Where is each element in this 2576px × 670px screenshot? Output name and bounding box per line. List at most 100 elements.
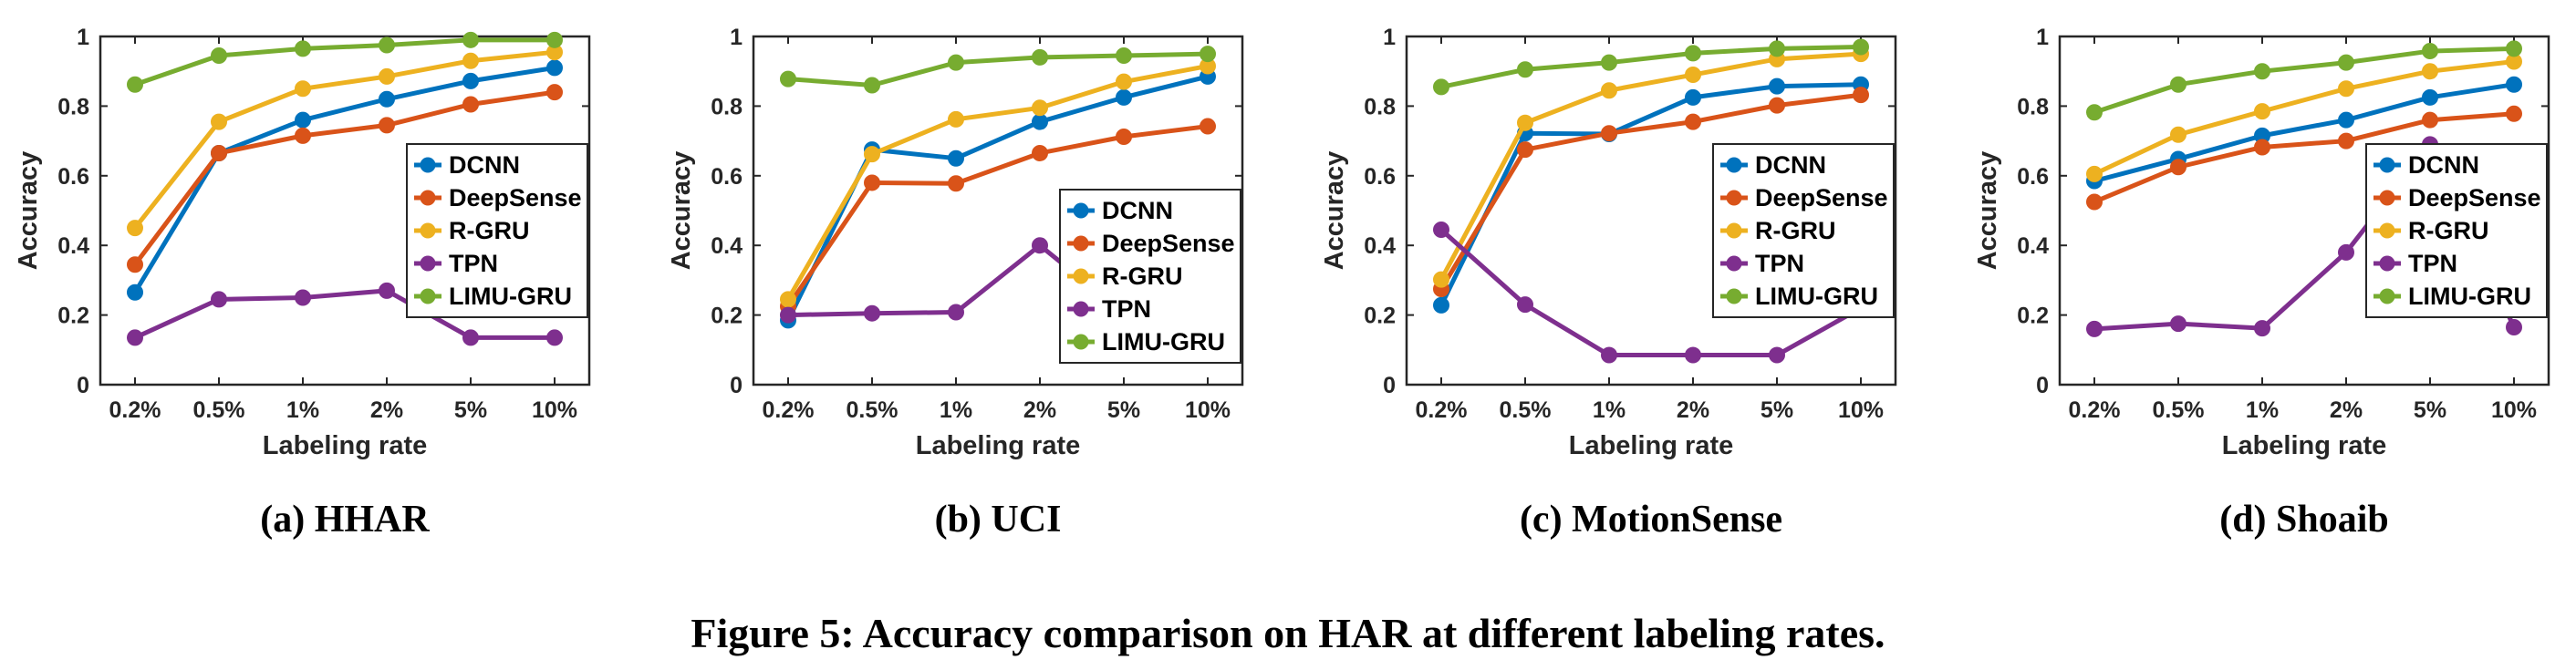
y-tick-label: 0.6	[711, 164, 743, 190]
data-point-limu-gru	[2086, 104, 2103, 121]
data-point-limu-gru	[379, 36, 395, 54]
data-point-tpn	[1769, 346, 1785, 364]
data-point-r-gru	[379, 67, 395, 85]
data-point-deepsense	[295, 127, 311, 144]
data-point-deepsense	[546, 84, 563, 101]
x-tick-label: 0.5%	[847, 397, 898, 423]
x-tick-label: 5%	[1761, 397, 1793, 423]
x-tick-label: 0.5%	[193, 397, 245, 423]
x-tick-label: 10%	[1838, 397, 1884, 423]
data-point-limu-gru	[1853, 38, 1869, 56]
y-tick-label: 0.2	[711, 304, 743, 329]
y-tick-label: 0.8	[57, 94, 89, 119]
legend-label-deepsense: DeepSense	[1102, 230, 1235, 257]
data-point-deepsense	[1853, 87, 1869, 104]
data-point-limu-gru	[948, 54, 964, 71]
data-point-tpn	[295, 289, 311, 306]
legend-label-r-gru: R-GRU	[1102, 263, 1183, 290]
y-axis-label: Accuracy	[14, 151, 43, 271]
data-point-tpn	[1517, 296, 1533, 314]
series-line-dcnn	[1439, 82, 1862, 306]
subfigure-caption: (b) UCI	[935, 499, 1062, 541]
data-point-r-gru	[2086, 165, 2103, 182]
series-line-r-gru	[785, 64, 1209, 301]
y-tick-label: 1	[730, 25, 743, 50]
data-point-limu-gru	[2506, 40, 2522, 57]
x-axis-label: Labeling rate	[1569, 431, 1734, 460]
x-tick-label: 2%	[1677, 397, 1709, 423]
y-tick-label: 0.4	[711, 233, 743, 259]
series-line-dcnn	[132, 65, 556, 294]
data-point-deepsense	[1685, 113, 1701, 130]
data-point-limu-gru	[2170, 76, 2186, 93]
legend-marker-deepsense	[1726, 190, 1742, 206]
data-point-dcnn	[379, 90, 395, 108]
y-tick-label: 0.2	[57, 304, 89, 329]
data-point-r-gru	[1685, 67, 1701, 84]
data-point-tpn	[948, 304, 964, 321]
legend-marker-tpn	[1726, 255, 1742, 272]
data-point-deepsense	[2086, 193, 2103, 211]
data-point-r-gru	[1032, 99, 1048, 117]
data-point-tpn	[1433, 222, 1449, 239]
series-line-r-gru	[133, 49, 556, 230]
y-tick-label: 1	[1383, 25, 1396, 50]
data-point-limu-gru	[295, 40, 311, 57]
data-point-r-gru	[295, 80, 311, 98]
x-tick-label: 1%	[1593, 397, 1626, 423]
data-point-r-gru	[127, 220, 143, 237]
legend-marker-tpn	[1073, 301, 1089, 317]
x-tick-label: 10%	[1185, 397, 1231, 423]
data-point-tpn	[2086, 320, 2103, 337]
data-point-dcnn	[948, 149, 964, 167]
data-point-r-gru	[462, 52, 479, 69]
y-tick-label: 0	[2036, 373, 2049, 398]
legend-marker-dcnn	[420, 157, 436, 173]
y-tick-label: 1	[77, 25, 89, 50]
legend-label-limu-gru: LIMU-GRU	[2408, 283, 2531, 310]
y-tick-label: 0.8	[1364, 94, 1396, 119]
x-tick-label: 10%	[2491, 397, 2537, 423]
plot-frame	[99, 35, 591, 387]
data-point-deepsense	[1032, 144, 1048, 161]
series-line-limu-gru	[1440, 44, 1862, 89]
y-tick-label: 0	[77, 373, 89, 398]
data-point-tpn	[2254, 320, 2270, 337]
data-point-r-gru	[211, 113, 227, 130]
legend-marker-dcnn	[2379, 157, 2395, 173]
series-line-dcnn	[2093, 82, 2515, 183]
data-point-r-gru	[1116, 73, 1132, 90]
data-point-limu-gru	[546, 31, 563, 48]
series-line-tpn	[1439, 228, 1863, 358]
data-point-dcnn	[1769, 77, 1785, 95]
y-tick-label: 0.4	[2017, 233, 2049, 259]
y-tick-label: 0	[730, 373, 743, 398]
y-tick-label: 0.6	[57, 164, 89, 190]
data-point-tpn	[462, 329, 479, 346]
data-point-limu-gru	[1433, 78, 1449, 96]
data-point-tpn	[864, 304, 880, 322]
x-tick-label: 10%	[532, 397, 577, 423]
data-point-limu-gru	[127, 76, 143, 93]
data-point-deepsense	[2254, 139, 2270, 156]
data-point-deepsense	[2338, 132, 2354, 149]
data-point-limu-gru	[1769, 40, 1785, 57]
data-point-limu-gru	[2338, 54, 2354, 71]
legend-marker-dcnn	[1726, 157, 1742, 173]
data-point-dcnn	[462, 72, 479, 89]
x-tick-label: 2%	[370, 397, 403, 423]
legend-marker-deepsense	[420, 190, 436, 206]
series-line-limu-gru	[787, 51, 1209, 88]
x-tick-label: 0.5%	[1500, 397, 1552, 423]
data-point-r-gru	[948, 110, 964, 128]
x-tick-label: 0.2%	[109, 397, 161, 423]
chart-panel-1: 0 0.2 0.4 0.6 0.8 1 0.2% 0.5% 1% 2% 5% 10% Labeling …	[14, 25, 591, 541]
data-point-tpn	[1685, 346, 1701, 364]
series-line-tpn	[133, 288, 555, 340]
data-point-tpn	[1032, 237, 1048, 254]
data-point-tpn	[127, 329, 143, 346]
x-axis-label: Labeling rate	[916, 431, 1081, 460]
data-point-dcnn	[127, 283, 143, 301]
data-point-tpn	[379, 282, 395, 299]
legend-marker-limu-gru	[420, 288, 436, 304]
